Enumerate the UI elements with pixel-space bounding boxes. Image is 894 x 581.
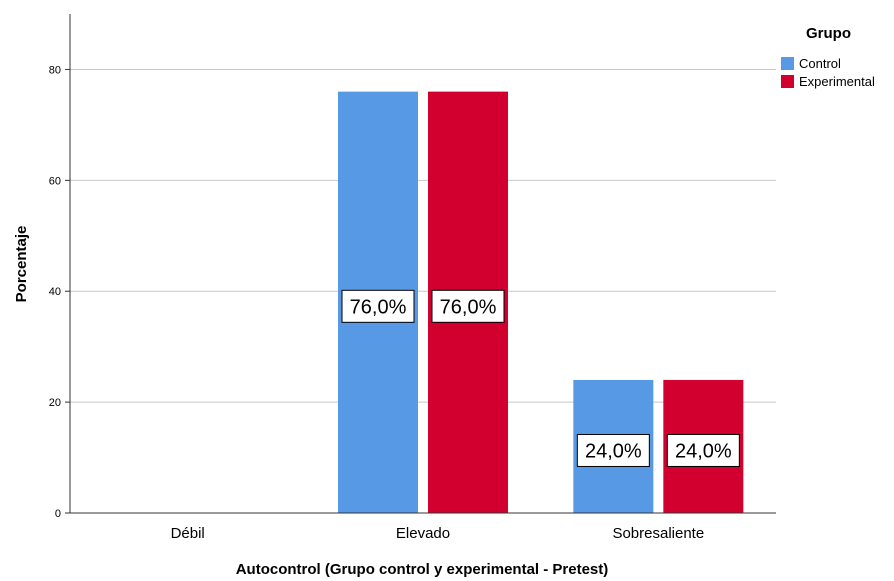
gridlines bbox=[70, 68, 776, 403]
data-label-box bbox=[576, 433, 650, 467]
data-label-box bbox=[431, 289, 505, 323]
data-label-box bbox=[666, 433, 740, 467]
y-tick-label: 60 bbox=[49, 175, 61, 187]
y-axis-title: Porcentaje bbox=[13, 226, 30, 303]
x-category-label: Elevado bbox=[396, 525, 450, 542]
legend-swatch bbox=[781, 57, 794, 70]
x-category-label: Sobresaliente bbox=[612, 525, 704, 542]
legend: Grupo Control Experimental bbox=[781, 25, 875, 89]
data-label: 24,0% bbox=[675, 440, 732, 462]
y-tick-label: 40 bbox=[49, 286, 61, 298]
legend-title: Grupo bbox=[806, 25, 851, 42]
legend-swatch bbox=[781, 75, 794, 88]
y-tick-label: 0 bbox=[55, 508, 61, 520]
data-labels: 76,0% 76,0% 24,0% 24,0% bbox=[341, 289, 740, 467]
data-label: 24,0% bbox=[585, 440, 642, 462]
data-label-box bbox=[341, 289, 415, 323]
y-tick-label: 20 bbox=[49, 397, 61, 409]
x-axis-categories: Débil Elevado Sobresaliente bbox=[171, 525, 705, 542]
data-label: 76,0% bbox=[440, 296, 497, 318]
x-category-label: Débil bbox=[171, 525, 205, 542]
legend-label: Experimental bbox=[799, 74, 875, 89]
y-tick-label: 80 bbox=[49, 64, 61, 76]
data-label: 76,0% bbox=[350, 296, 407, 318]
x-axis-title: Autocontrol (Grupo control y experimenta… bbox=[236, 561, 609, 578]
legend-label: Control bbox=[799, 56, 841, 71]
y-axis-ticks: 0 20 40 60 80 bbox=[49, 64, 70, 520]
